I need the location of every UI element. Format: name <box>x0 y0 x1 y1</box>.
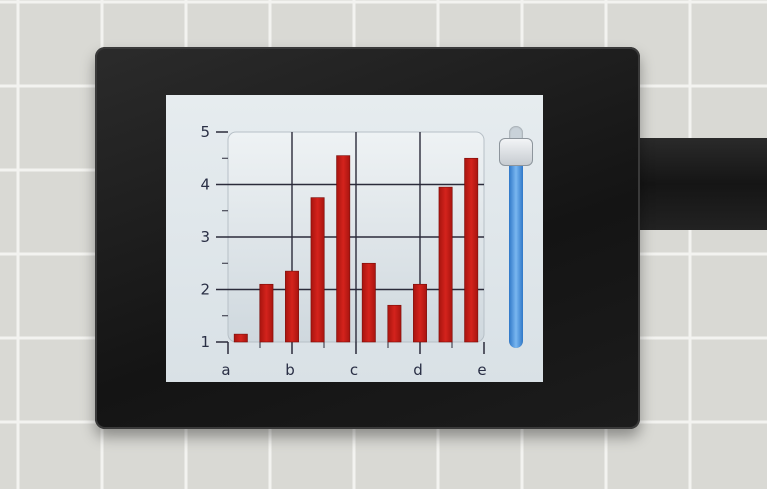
y-tick-label: 2 <box>200 281 210 299</box>
x-tick-label: b <box>285 361 295 379</box>
slider-fill <box>509 139 523 348</box>
slider-knob[interactable] <box>499 137 533 166</box>
bar <box>259 283 274 343</box>
slider-track[interactable] <box>509 126 523 348</box>
vertical-slider[interactable] <box>499 126 533 348</box>
bar <box>336 155 351 343</box>
x-tick-label: e <box>477 361 486 379</box>
usb-cable <box>630 138 767 230</box>
y-tick-label: 4 <box>200 176 210 194</box>
bar <box>387 304 402 343</box>
bar <box>413 283 427 343</box>
bar <box>438 186 453 343</box>
y-tick-label: 1 <box>200 333 210 351</box>
y-tick-label: 5 <box>200 123 210 141</box>
lcd-screen: 1 2 3 4 5 a b c d e <box>166 95 543 382</box>
x-tick-label: d <box>413 361 423 379</box>
bar <box>361 262 376 343</box>
x-tick-label: c <box>350 361 358 379</box>
y-tick-label: 3 <box>200 228 210 246</box>
bar <box>233 333 248 343</box>
bar-chart: 1 2 3 4 5 a b c d e <box>200 123 486 379</box>
x-tick-label: a <box>221 361 230 379</box>
bar <box>310 197 325 343</box>
bar <box>285 270 299 343</box>
bar <box>464 157 479 343</box>
